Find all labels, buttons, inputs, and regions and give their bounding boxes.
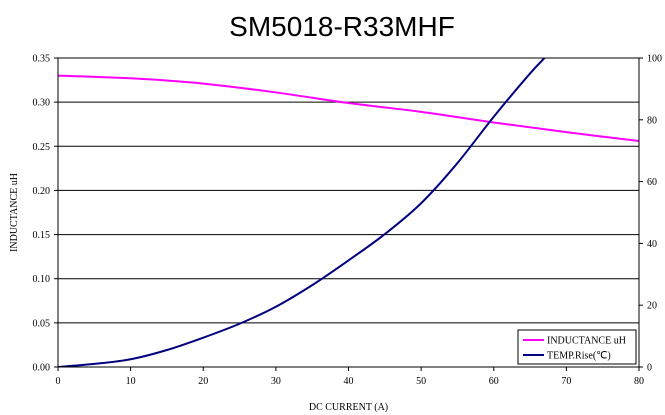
x-tick-label: 70 xyxy=(561,376,571,387)
y2-tick-label: 0 xyxy=(647,363,652,374)
x-tick-label: 60 xyxy=(489,376,499,387)
y-tick-label: 0.30 xyxy=(33,98,51,109)
legend-label: INDUCTANCE uH xyxy=(547,336,626,347)
tick-labels: 0.00 0.05 0.10 0.15 0.20 0.25 0.30 0.35 0 20 40 60 8… xyxy=(33,54,663,388)
x-tick-label: 50 xyxy=(416,376,426,387)
y-tick-label: 0.35 xyxy=(33,54,51,65)
y-tick-label: 0.10 xyxy=(33,274,51,285)
x-tick-label: 80 xyxy=(634,376,644,387)
legend: INDUCTANCE uH TEMP.Rise(℃) xyxy=(517,329,637,365)
x-tick-label: 20 xyxy=(198,376,208,387)
y-tick-label: 0.15 xyxy=(33,230,51,241)
y-tick-label: 0.25 xyxy=(33,142,51,153)
inductance-line xyxy=(58,74,639,142)
y-tick-label: 0.20 xyxy=(33,186,51,197)
y2-tick-label: 40 xyxy=(647,239,657,250)
y-axis-label: INDUCTANCE uH xyxy=(9,173,20,252)
y2-tick-label: 60 xyxy=(647,177,657,188)
series-layer xyxy=(58,58,639,367)
x-tick-label: 10 xyxy=(126,376,136,387)
y-tick-label: 0.00 xyxy=(33,363,51,374)
x-tick-label: 30 xyxy=(271,376,281,387)
legend-label: TEMP.Rise(℃) xyxy=(547,351,611,362)
y2-tick-label: 80 xyxy=(647,115,657,126)
legend-box xyxy=(517,329,637,365)
temp-rise-line xyxy=(58,58,546,367)
y2-tick-label: 100 xyxy=(647,54,662,65)
x-tick-label: 0 xyxy=(56,376,61,387)
x-tick-label: 40 xyxy=(344,376,354,387)
chart-title: SM5018-R33MHF xyxy=(229,11,455,42)
y2-tick-label: 20 xyxy=(647,301,657,312)
gridlines xyxy=(58,101,639,324)
x-axis-label: DC CURRENT (A) xyxy=(309,402,388,413)
plot-area xyxy=(57,57,640,368)
y-tick-label: 0.05 xyxy=(33,318,51,329)
